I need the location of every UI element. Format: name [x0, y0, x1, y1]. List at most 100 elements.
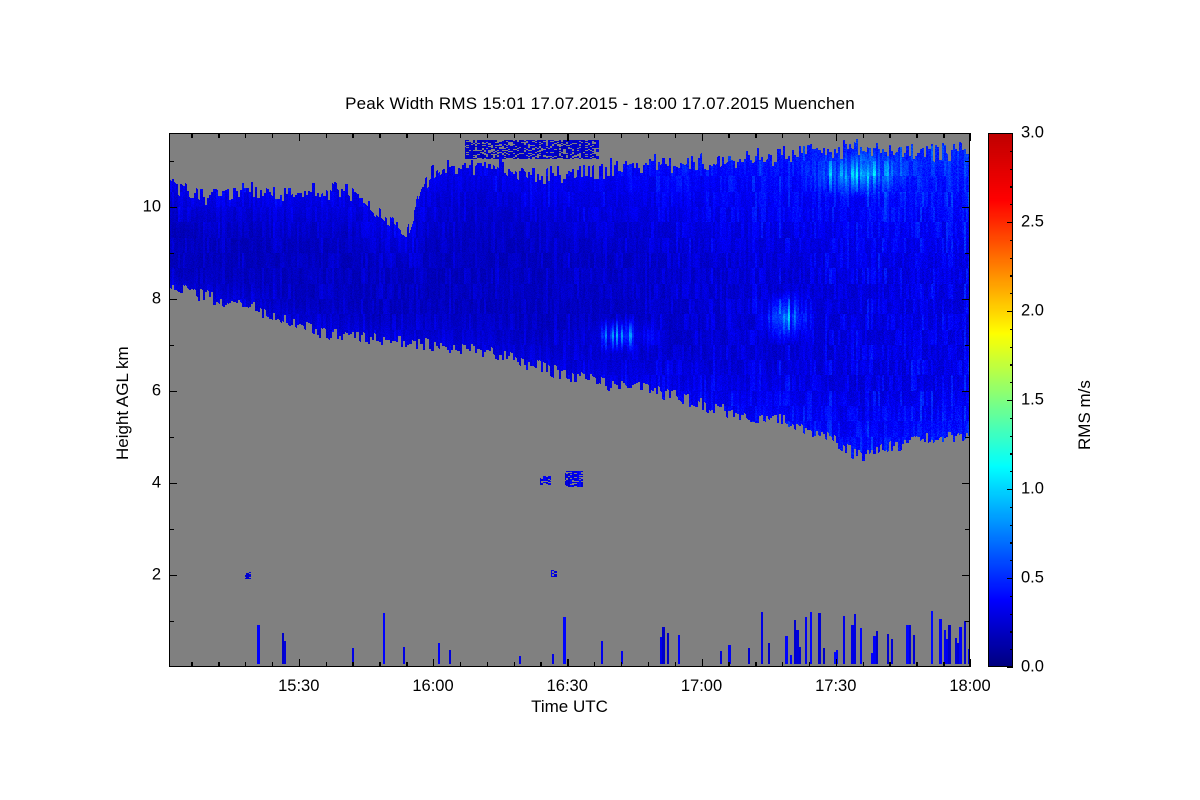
axis-tick	[1010, 435, 1013, 437]
x-tick-label: 17:30	[815, 677, 857, 695]
x-tick-label: 15:30	[278, 677, 320, 695]
axis-tick	[728, 662, 730, 667]
axis-tick	[1010, 150, 1013, 152]
axis-tick	[169, 620, 174, 623]
axis-tick	[1010, 613, 1013, 615]
axis-tick	[1010, 257, 1013, 259]
axis-tick	[965, 436, 970, 439]
axis-tick	[218, 133, 220, 138]
axis-tick	[298, 133, 301, 141]
y-tick-label: 8	[151, 289, 161, 308]
axis-tick	[835, 659, 838, 667]
axis-tick	[1010, 239, 1013, 241]
axis-tick	[352, 133, 354, 138]
axis-tick	[835, 133, 838, 141]
axis-tick	[433, 659, 435, 667]
axis-tick	[325, 133, 327, 138]
x-axis-title: Time UTC	[531, 697, 608, 716]
axis-tick	[298, 659, 301, 667]
axis-tick	[169, 436, 174, 439]
axis-tick	[808, 662, 811, 667]
axis-tick	[728, 133, 730, 138]
axis-tick	[970, 659, 972, 667]
colorbar-tick-label: 2.5	[1021, 212, 1044, 231]
axis-tick	[379, 662, 381, 667]
axis-tick	[1007, 222, 1013, 224]
axis-tick	[594, 662, 596, 667]
axis-tick	[962, 298, 970, 301]
y-tick-label: 10	[142, 197, 161, 216]
axis-tick	[889, 662, 891, 667]
axis-tick	[862, 133, 864, 138]
colorbar-tick-label: 3.0	[1021, 123, 1044, 142]
axis-tick	[647, 662, 650, 667]
axis-tick	[567, 133, 569, 141]
axis-tick	[513, 133, 515, 138]
x-tick-label: 16:00	[412, 677, 454, 695]
axis-tick	[962, 574, 970, 577]
colorbar-tick-label: 1.5	[1021, 390, 1044, 409]
axis-tick	[674, 662, 677, 667]
axis-tick	[916, 662, 918, 667]
y-axis-title: Height AGL km	[113, 346, 132, 460]
axis-tick	[1010, 542, 1013, 544]
axis-tick	[1010, 346, 1013, 348]
x-tick-label: 17:00	[680, 677, 723, 695]
axis-tick	[965, 252, 970, 255]
axis-tick	[540, 662, 542, 667]
axis-tick	[169, 160, 174, 162]
axis-tick	[1007, 133, 1013, 135]
axis-tick	[406, 133, 408, 138]
colorbar-tick-label: 1.0	[1021, 479, 1044, 498]
axis-tick	[352, 662, 354, 667]
axis-tick	[647, 133, 650, 138]
axis-tick	[1010, 186, 1013, 188]
axis-tick	[486, 133, 489, 138]
axis-tick	[567, 659, 569, 667]
axis-tick	[169, 298, 177, 301]
axis-tick	[169, 252, 174, 255]
axis-tick	[1010, 506, 1013, 508]
axis-tick	[1010, 595, 1013, 597]
axis-tick	[970, 133, 972, 141]
x-tick-label: 16:30	[546, 677, 588, 695]
y-tick-label: 6	[151, 381, 161, 400]
axis-tick	[620, 662, 623, 667]
colorbar-title: RMS m/s	[1075, 380, 1094, 450]
axis-tick	[1010, 382, 1013, 384]
y-tick-label: 4	[151, 473, 161, 492]
axis-tick	[962, 206, 970, 209]
axis-tick	[513, 662, 515, 667]
axis-tick	[433, 133, 435, 141]
axis-tick	[674, 133, 677, 138]
axis-tick	[594, 133, 596, 138]
axis-tick	[1010, 275, 1013, 277]
axis-tick	[245, 133, 247, 138]
axis-tick	[169, 528, 174, 531]
axis-tick	[1010, 524, 1013, 526]
axis-tick	[1007, 400, 1013, 402]
axis-tick	[782, 662, 784, 667]
axis-tick	[169, 206, 177, 209]
colorbar-tick-label: 0.0	[1021, 657, 1044, 676]
axis-tick	[782, 133, 784, 138]
axis-tick	[965, 160, 970, 162]
axis-tick	[325, 662, 327, 667]
axis-tick	[943, 662, 945, 667]
axis-tick	[1007, 578, 1013, 580]
axis-tick	[169, 344, 174, 347]
axis-tick	[962, 390, 970, 393]
axis-tick	[191, 662, 193, 667]
axis-tick	[965, 620, 970, 623]
axis-tick	[540, 133, 542, 138]
axis-tick	[1007, 489, 1013, 491]
axis-tick	[271, 133, 274, 138]
axis-tick	[1010, 471, 1013, 473]
axis-tick	[459, 662, 462, 667]
axis-tick	[889, 133, 891, 138]
colorbar-tick-label: 2.0	[1021, 301, 1044, 320]
heatmap-plot-area[interactable]	[169, 133, 970, 667]
axis-tick	[620, 133, 623, 138]
axis-tick	[1010, 631, 1013, 633]
axis-tick	[943, 133, 945, 138]
